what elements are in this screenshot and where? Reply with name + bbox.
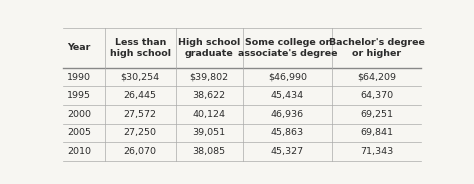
Text: 26,070: 26,070 xyxy=(124,147,157,156)
Text: Bachelor's degree
or higher: Bachelor's degree or higher xyxy=(328,38,425,58)
Text: High school
graduate: High school graduate xyxy=(178,38,240,58)
Text: 46,936: 46,936 xyxy=(271,110,304,119)
Text: 40,124: 40,124 xyxy=(193,110,226,119)
Text: $30,254: $30,254 xyxy=(120,72,160,82)
Text: 1995: 1995 xyxy=(67,91,91,100)
Text: 69,251: 69,251 xyxy=(360,110,393,119)
Text: 69,841: 69,841 xyxy=(360,128,393,137)
Text: 45,863: 45,863 xyxy=(271,128,304,137)
Text: 64,370: 64,370 xyxy=(360,91,393,100)
Text: 27,250: 27,250 xyxy=(124,128,157,137)
Text: 27,572: 27,572 xyxy=(124,110,157,119)
Text: 2005: 2005 xyxy=(67,128,91,137)
Text: 2010: 2010 xyxy=(67,147,91,156)
Text: Less than
high school: Less than high school xyxy=(109,38,171,58)
Text: Some college or
associate's degree: Some college or associate's degree xyxy=(237,38,337,58)
Text: $46,990: $46,990 xyxy=(268,72,307,82)
Text: 38,622: 38,622 xyxy=(193,91,226,100)
Text: 38,085: 38,085 xyxy=(193,147,226,156)
Text: $39,802: $39,802 xyxy=(190,72,229,82)
Text: 1990: 1990 xyxy=(67,72,91,82)
Text: 39,051: 39,051 xyxy=(193,128,226,137)
Text: $64,209: $64,209 xyxy=(357,72,396,82)
Text: Year: Year xyxy=(67,43,91,52)
Text: 2000: 2000 xyxy=(67,110,91,119)
Text: 26,445: 26,445 xyxy=(124,91,157,100)
Text: 71,343: 71,343 xyxy=(360,147,393,156)
Text: 45,327: 45,327 xyxy=(271,147,304,156)
Text: 45,434: 45,434 xyxy=(271,91,304,100)
